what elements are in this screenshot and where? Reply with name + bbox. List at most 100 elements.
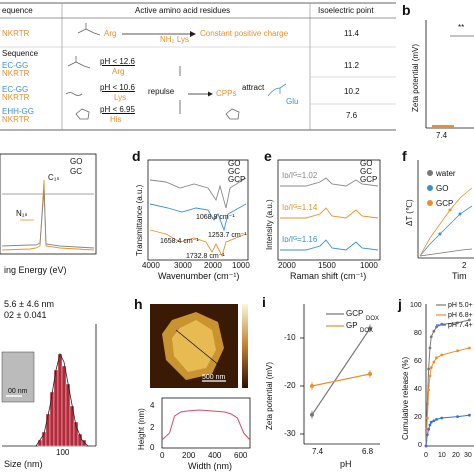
panel-d-annot-1: 1068.8 cm⁻¹	[196, 214, 235, 221]
panel-d-plot	[147, 159, 249, 261]
panel-d-legend-gcp: GCP	[228, 175, 246, 184]
panel-h-xtick-200: 200	[182, 451, 196, 460]
row1-lys: NH₂ Lys	[160, 35, 190, 44]
panel-h-ylabel: Height (nm)	[137, 408, 146, 450]
panel-h-xtick-600: 600	[234, 451, 248, 460]
panel-h-ytick-2: 2	[150, 423, 155, 432]
panel-g-size2: 02 ± 0.041	[4, 310, 47, 320]
panel-j-xtick-20: 20	[452, 452, 460, 459]
panel-e-ratio-go: Iᴅ/Iᴳ=1.02	[282, 171, 318, 180]
panel-a-table: equence Active amino acid residues Isoel…	[0, 0, 396, 132]
row3-glu: Glu	[286, 97, 299, 106]
table-grid	[0, 2, 396, 131]
panel-f-plot	[417, 160, 474, 259]
row3-cpps: CPPs	[216, 89, 237, 98]
panel-i-legend-gcp-sub: DOX	[366, 316, 380, 322]
panel-j-point-0-6	[435, 325, 438, 329]
panel-i-xtick-68: 6.8	[362, 447, 374, 456]
panel-g-scale: 00 nm	[8, 388, 28, 395]
panel-j-point-1-4	[429, 366, 433, 369]
panel-h-xtick-0: 0	[160, 451, 165, 460]
panel-d-legend-gc: GC	[228, 167, 240, 176]
panel-j-point-1-9	[467, 346, 471, 350]
panel-d-xtick-0: 4000	[142, 261, 160, 270]
row2-pi: 11.2	[344, 61, 359, 70]
panel-i-plot	[300, 304, 380, 445]
panel-i-series-line-0	[311, 328, 371, 416]
panel-i-legend-gp-sub: DOX	[360, 328, 374, 334]
panel-e-legend-gcp: GCP	[360, 175, 378, 184]
panel-h-afm-image	[150, 304, 248, 388]
panel-j-xtick-0: 0	[424, 452, 428, 459]
panel-i-legend-gp: GP	[346, 321, 358, 330]
glu-structure	[267, 83, 287, 97]
panel-j-ytick-40: 40	[414, 386, 422, 393]
panel-i-point-0-1	[368, 326, 372, 331]
panel-d-xtick-2: 2000	[204, 261, 222, 270]
panel-g-tem-inset	[1, 351, 35, 403]
panel-f-xtick: 2	[462, 261, 467, 270]
panel-j-legend-50: pH 5.0+	[448, 302, 473, 309]
panel-f-ylabel: ΔT (℃)	[405, 199, 414, 226]
panel-j-point-2-2	[427, 427, 431, 431]
panel-e-ratio-gcp: Iᴅ/Iᴳ=1.16	[282, 235, 318, 244]
panel-d-xtick-1: 3000	[174, 261, 192, 270]
row2-seq2: NKRTR	[2, 69, 30, 78]
panel-j-point-0-5	[432, 329, 436, 333]
panel-j-point-1-5	[432, 360, 436, 364]
col-residues-header: Active amino acid residues	[135, 6, 231, 15]
panel-j-point-1-3	[428, 374, 432, 378]
panel-j-point-2-7	[440, 416, 444, 420]
row1-arg: Arg	[104, 29, 117, 38]
panel-j-point-0-8	[456, 321, 459, 325]
panel-e-xtick-2: 1000	[360, 261, 378, 270]
panel-j-point-1-8	[456, 349, 459, 353]
panel-c-xlabel: ing Energy (eV)	[4, 265, 67, 275]
panel-j-point-2-8	[456, 415, 459, 418]
row4-ph: pH < 6.95	[100, 105, 135, 114]
row3-ph-res: Lys	[114, 93, 127, 102]
panel-j-ytick-80: 80	[414, 330, 422, 337]
panel-d-ylabel: Transmittance (a.u.)	[135, 184, 144, 256]
col-pi-header: Isoelectric point	[318, 6, 374, 15]
panel-i-letter: i	[262, 294, 266, 310]
row4-seq2: NKRTR	[2, 115, 30, 124]
panel-h-profile	[161, 397, 251, 449]
panel-d-annot-3: 1253.7 cm⁻¹	[208, 232, 247, 239]
panel-i-ytick-30: -30	[284, 429, 296, 438]
panel-j-legend-74: pH 7.4+	[448, 322, 473, 329]
panel-h-ytick-0: 0	[150, 443, 155, 452]
row1-seq: NKRTR	[2, 29, 30, 38]
panel-e-xtick-1: 1500	[318, 261, 336, 270]
panel-j-point-2-6	[435, 418, 438, 421]
panel-d-xlabel: Wavenumber (cm⁻¹)	[158, 271, 240, 281]
panel-i-ytick-10: -10	[284, 333, 296, 342]
panel-h-xlabel: Width (nm)	[188, 461, 233, 471]
panel-d-annot-2: 1658.4 cm⁻¹	[160, 238, 199, 245]
panel-i-point-0-0	[310, 412, 314, 417]
row-label-sequence: Sequence	[2, 49, 39, 58]
panel-f-xlabel: Tim	[452, 271, 467, 281]
panel-h-xtick-400: 400	[208, 451, 222, 460]
row1-effect: Constant positive charge	[200, 29, 289, 38]
lys-structure	[65, 92, 83, 96]
row3-seq1: EC-GG	[2, 85, 29, 94]
his-structure	[75, 108, 240, 120]
row2-seq1: EC-GG	[2, 61, 29, 70]
panel-i-xlabel: pH	[340, 459, 352, 469]
panel-j-xtick-30: 30	[464, 452, 472, 459]
panel-b-xtick: 7.4	[436, 131, 448, 140]
panel-d-letter: d	[132, 148, 141, 164]
panel-j-point-1-7	[440, 353, 444, 357]
panel-h-ytick-4: 4	[150, 401, 155, 410]
panel-h-scale: 500 nm	[202, 374, 226, 381]
panel-g-plot	[1, 324, 97, 447]
panel-e-legend-gc: GC	[360, 167, 372, 176]
panel-i-legend-gcp: GCP	[346, 309, 364, 318]
panel-c-legend-gc: GC	[70, 167, 82, 176]
panel-j-ylabel: Cumulative release (%)	[401, 356, 410, 440]
row3-repulse: repulse	[148, 87, 175, 96]
row4-pi: 7.6	[346, 111, 358, 120]
row2-ph-res: Arg	[112, 67, 125, 76]
panel-j-point-1-1	[425, 416, 429, 420]
